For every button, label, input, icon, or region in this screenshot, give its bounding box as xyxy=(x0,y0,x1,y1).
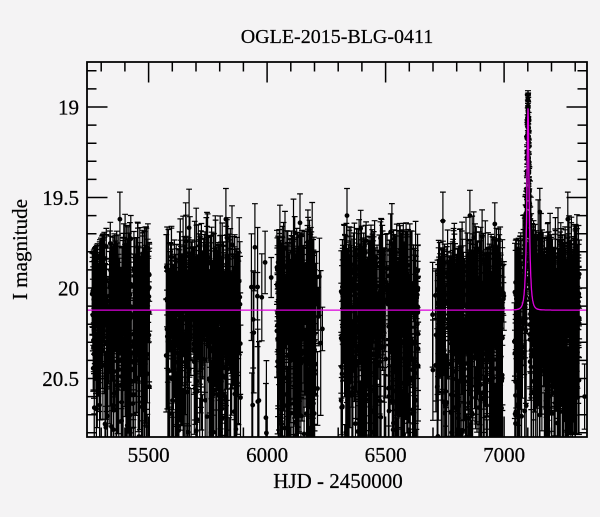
svg-text:20: 20 xyxy=(58,277,79,301)
svg-text:I magnitude: I magnitude xyxy=(8,199,32,300)
svg-text:OGLE-2015-BLG-0411: OGLE-2015-BLG-0411 xyxy=(241,26,434,48)
svg-text:6000: 6000 xyxy=(246,443,288,467)
svg-text:7000: 7000 xyxy=(483,443,525,467)
svg-text:HJD - 2450000: HJD - 2450000 xyxy=(273,469,403,493)
svg-text:20.5: 20.5 xyxy=(42,367,79,391)
svg-text:6500: 6500 xyxy=(365,443,407,467)
svg-text:5500: 5500 xyxy=(128,443,170,467)
svg-text:19: 19 xyxy=(58,96,79,120)
svg-text:19.5: 19.5 xyxy=(42,186,79,210)
